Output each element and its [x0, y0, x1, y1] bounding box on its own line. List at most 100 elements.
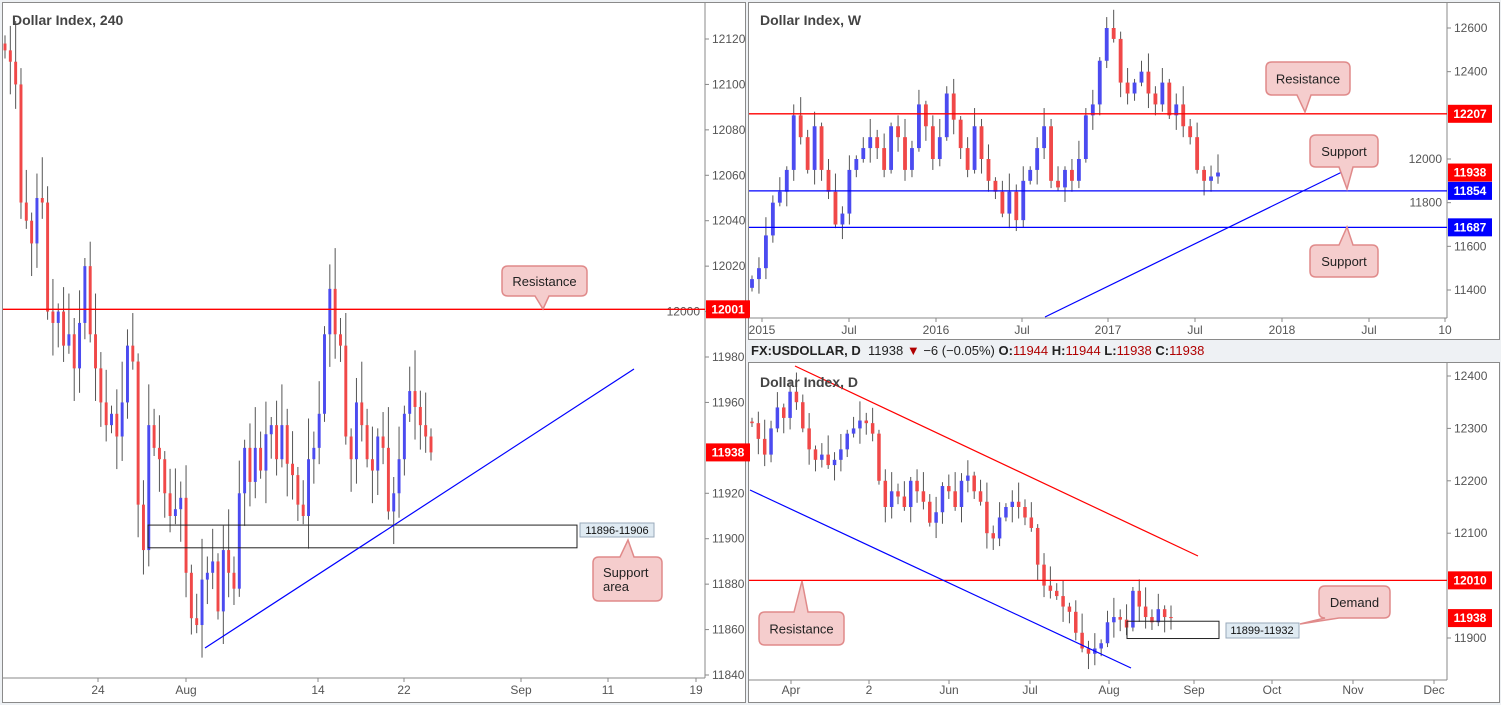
h4-candle-body: [120, 402, 124, 437]
w-candle-body: [1028, 169, 1033, 181]
w-candle-body: [1132, 82, 1137, 94]
w-candle-body: [1076, 159, 1081, 181]
w-candle-body: [1202, 169, 1207, 181]
h4-y-tick-label: 12100: [712, 77, 746, 91]
d-candle-body: [908, 480, 913, 507]
h4-candle-body: [136, 361, 140, 505]
d-candle-body: [883, 480, 888, 507]
daily-resistance-callout-text: Resistance: [769, 622, 833, 637]
h4-y-tick-label: 11880: [712, 577, 745, 591]
daily-resistance-callout: [758, 580, 845, 646]
h4-candle-body: [99, 368, 103, 403]
h4-support-area-callout-text: area: [603, 579, 630, 594]
d-candle-body: [972, 475, 976, 492]
weekly-support-callout: [1309, 134, 1379, 192]
w-candle-body: [937, 137, 942, 159]
d-candle-body: [820, 454, 824, 460]
h4-candle-body: [307, 459, 310, 516]
w-candle-body: [798, 115, 803, 138]
h4-candle-body: [392, 493, 396, 512]
h4-candle-body: [104, 402, 108, 426]
d-candle-body: [858, 420, 862, 429]
d-candle-body: [934, 512, 938, 523]
h4-candle-body: [237, 493, 241, 589]
w-candle-body: [1000, 191, 1005, 214]
h4-candle-body: [280, 425, 284, 460]
h4-candle-body: [354, 402, 358, 460]
d-candle-body: [870, 423, 875, 434]
w-candle-body: [965, 148, 970, 170]
w-y-tick-label: 11800: [1410, 196, 1443, 210]
weekly-chart-panel[interactable]: [748, 2, 1500, 340]
d-price-tag: [1448, 571, 1492, 590]
open-value: 11944: [1012, 343, 1049, 358]
h4-price-tag: [706, 300, 750, 319]
weekly-resistance-callout-text: Resistance: [1276, 72, 1340, 87]
last-price: 11938: [868, 343, 904, 358]
daily-demand-zone-rect: [1126, 620, 1220, 640]
daily-demand-callout: [1299, 585, 1391, 625]
h4-candle-body: [152, 425, 156, 448]
h4-candle-body: [78, 322, 82, 369]
h4-candle-body: [328, 288, 332, 335]
low-label: L:: [1104, 343, 1117, 358]
weekly-resistance-callout: [1265, 61, 1351, 114]
h4-candle-body: [195, 618, 199, 626]
h4-candle-body: [179, 497, 183, 510]
w-price-tag-text: 11854: [1454, 184, 1487, 198]
d-candle-body: [1143, 606, 1148, 618]
h4-candle-body: [24, 202, 28, 221]
d-candle-body: [896, 491, 900, 497]
h4-y-tick-label: 11920: [712, 486, 745, 500]
d-y-tick-label: 12100: [1454, 526, 1488, 540]
h4-candle-body: [62, 311, 66, 346]
d-candle-body: [940, 486, 945, 513]
h4-candle-body: [200, 579, 204, 626]
w-candle-body: [910, 148, 914, 170]
high-label: H:: [1051, 343, 1066, 358]
w-candle-body: [1139, 71, 1144, 83]
d-candle-body: [1162, 609, 1167, 618]
w-candle-body: [917, 104, 921, 149]
h4-candle-body: [157, 447, 161, 460]
w-candle-body: [1007, 191, 1012, 214]
d-candle-body: [864, 420, 869, 424]
weekly-support-callout-2: [1309, 224, 1379, 278]
daily-chart-panel[interactable]: [748, 362, 1500, 703]
d-candle-body: [889, 491, 894, 507]
h4-y-tick-label: 12020: [712, 259, 746, 273]
h4-candle-body: [253, 447, 257, 482]
h4-candle-body: [8, 50, 12, 62]
low-value: 11938: [1116, 343, 1152, 358]
h4-candle-body: [46, 202, 50, 312]
w-candle-body: [944, 93, 949, 138]
w-x-tick-label: Jul: [1361, 323, 1376, 337]
d-candle-body: [1080, 632, 1084, 649]
h4-y-tick-label: 12000: [667, 305, 701, 319]
d-candle-body: [991, 533, 995, 539]
w-candle-body: [1181, 104, 1186, 127]
h4-candle-body: [259, 447, 263, 471]
h4-candle-body: [126, 345, 129, 403]
d-candle-body: [1016, 501, 1021, 507]
w-candle-body: [1049, 126, 1053, 181]
price-change: −6 (−0.05%): [923, 343, 995, 358]
h4-candle-body: [3, 43, 7, 51]
d-candle-body: [1004, 507, 1008, 518]
h4-support-area-callout-text: Support: [603, 565, 649, 580]
d-candle-body: [1023, 507, 1027, 518]
w-candle-body: [1153, 93, 1158, 105]
d-candle-body: [902, 496, 907, 507]
h4-candle-body: [88, 266, 92, 335]
d-candle-body: [921, 491, 926, 502]
d-candle-body: [1054, 590, 1059, 597]
w-x-tick-label: 10: [1438, 323, 1452, 337]
h4-y-tick-label: 12120: [712, 32, 746, 46]
d-candle-body: [966, 475, 970, 481]
h4-candle-body: [397, 459, 401, 494]
h4-candle-body: [168, 493, 172, 516]
w-price-tag-text: 12207: [1453, 107, 1487, 121]
h4-candle-body: [376, 436, 380, 471]
h4-candle-body: [14, 61, 18, 85]
h4-candle-body: [72, 334, 76, 369]
